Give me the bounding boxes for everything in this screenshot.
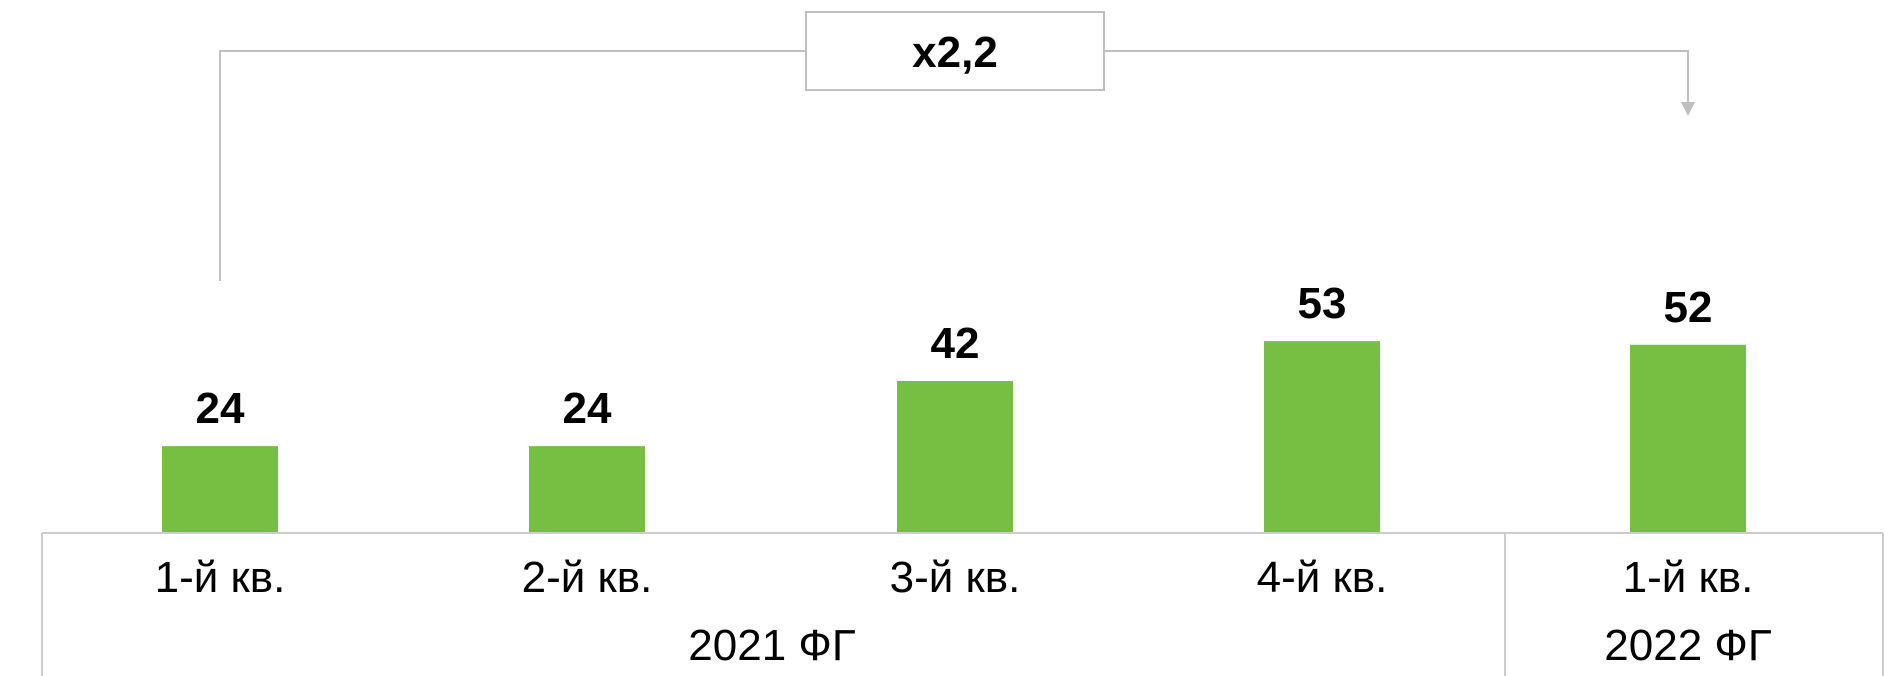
value-label-1: 24 [196,384,245,433]
annotation-label: x2,2 [912,28,998,77]
tick-label-1: 1-й кв. [155,553,286,602]
tick-label-3: 3-й кв. [890,553,1021,602]
bar-3 [897,380,1013,533]
group-label-1: 2021 ФГ [688,621,856,670]
group-label-2: 2022 ФГ [1604,621,1772,670]
growth-annotation: x2,2 [219,11,1695,281]
annotation-arrow-head [1681,102,1695,116]
annotation-box [805,11,1105,91]
value-label-3: 42 [931,319,980,368]
bar-2 [529,446,645,533]
value-label-5: 52 [1664,283,1713,332]
bar-4 [1264,341,1380,533]
annotation-line-left [219,50,806,281]
value-label-2: 24 [563,384,612,433]
annotation-line-right [1104,50,1689,104]
bars [162,341,1746,533]
tick-label-4: 4-й кв. [1257,553,1388,602]
tick-label-2: 2-й кв. [522,553,653,602]
value-label-4: 53 [1298,279,1347,328]
bar-5 [1630,344,1746,533]
tick-label-5: 1-й кв. [1623,553,1754,602]
category-axis-table: 1-й кв. 2-й кв. 3-й кв. 4-й кв. 1-й кв. 2021 … [41,532,1884,676]
value-labels: 24 24 42 53 52 [196,279,1713,433]
bar-1 [162,446,278,533]
